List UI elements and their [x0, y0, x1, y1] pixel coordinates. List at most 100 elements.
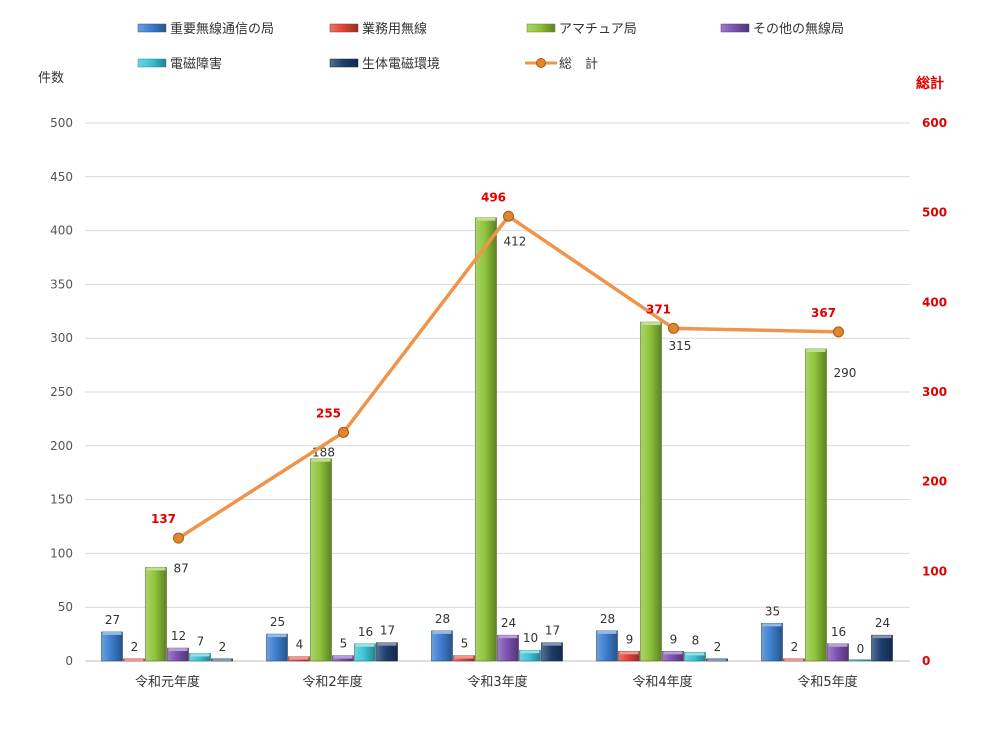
legend-label: 重要無線通信の局 — [170, 21, 274, 37]
bar-highlight — [707, 658, 727, 661]
bar-highlight — [124, 658, 144, 661]
y-axis-ticks: 0 50 100 150 200 250 300 350 400 450 500 — [50, 116, 73, 668]
legend-swatch — [137, 58, 167, 68]
bar-value-label: 2 — [131, 640, 139, 654]
bar-highlight — [454, 655, 474, 659]
bar — [431, 630, 453, 662]
legend-swatch — [329, 58, 359, 68]
y-right-tick-label: 400 — [922, 295, 947, 309]
category-label: 令和5年度 — [797, 674, 857, 690]
bar-value-label: 2 — [791, 640, 799, 654]
bar-highlight — [663, 651, 683, 655]
bar-value-label: 28 — [435, 612, 450, 626]
y-tick-label: 500 — [50, 116, 73, 130]
total-point — [173, 532, 184, 544]
bar — [310, 458, 332, 662]
bar-value-label: 412 — [504, 235, 527, 249]
bar-highlight — [190, 653, 210, 657]
bar — [101, 631, 123, 662]
bar-value-label: 17 — [545, 624, 560, 638]
bar — [266, 633, 288, 662]
total-point — [833, 326, 844, 338]
bar-highlight — [476, 217, 496, 221]
bar — [145, 567, 167, 662]
bar-highlight — [432, 630, 452, 634]
legend-swatch — [137, 23, 167, 33]
bar-value-label: 188 — [312, 446, 335, 460]
bar-value-label: 10 — [523, 631, 538, 645]
bar — [497, 634, 519, 662]
bar-value-label: 9 — [626, 632, 634, 646]
legend-label: アマチュア局 — [559, 22, 637, 37]
bar-value-label: 25 — [270, 615, 285, 629]
bar-highlight — [311, 458, 331, 462]
bar-highlight — [685, 652, 705, 656]
bar-value-label: 7 — [197, 634, 205, 648]
bar-value-label: 8 — [692, 633, 700, 647]
bar-value-label: 4 — [296, 638, 304, 652]
total-value-label: 371 — [646, 302, 671, 316]
bar-value-label: 87 — [174, 561, 189, 575]
bar-highlight — [289, 656, 309, 660]
total-line: 137 255 496 371 367 — [151, 190, 844, 544]
category-label: 令和2年度 — [302, 674, 362, 690]
total-value-label: 496 — [481, 190, 506, 204]
legend-label: その他の無線局 — [753, 21, 844, 37]
bar-highlight — [828, 643, 848, 647]
y-tick-label: 300 — [50, 331, 73, 345]
bar — [761, 623, 783, 662]
bar-value-label: 290 — [834, 366, 857, 380]
bar-value-label: 16 — [358, 625, 373, 639]
y-tick-label: 350 — [50, 277, 73, 291]
y-tick-label: 250 — [50, 385, 73, 399]
bar-value-label: 17 — [380, 624, 395, 638]
total-value-label: 367 — [811, 306, 836, 320]
bar-highlight — [377, 642, 397, 646]
y-axis-title: 件数 — [38, 71, 64, 86]
bar-value-label: 0 — [857, 642, 865, 656]
total-line-path — [177, 214, 839, 540]
y-tick-label: 200 — [50, 439, 73, 453]
y-tick-label: 150 — [50, 493, 73, 507]
bar — [805, 348, 827, 662]
bar-highlight — [212, 658, 232, 661]
bar-highlight — [168, 648, 188, 652]
bar-highlight — [267, 634, 287, 638]
bar — [475, 217, 497, 662]
bar-highlight — [597, 630, 617, 634]
legend-label: 業務用無線 — [362, 21, 427, 37]
bar-value-label: 315 — [669, 339, 692, 353]
legend-label: 電磁障害 — [170, 56, 222, 72]
bar-highlight — [784, 658, 804, 661]
category-labels: 令和元年度 令和2年度 令和3年度 令和4年度 令和5年度 — [135, 674, 858, 690]
bar-highlight — [641, 322, 661, 326]
bar-value-label: 24 — [501, 616, 516, 630]
y-tick-label: 100 — [50, 546, 73, 560]
bar-value-label: 35 — [765, 604, 780, 618]
category-label: 令和3年度 — [467, 674, 527, 690]
bar-value-label: 5 — [340, 637, 348, 651]
category-label: 令和元年度 — [135, 674, 200, 690]
total-point — [668, 322, 679, 334]
y-axis-right-ticks: 0 100 200 300 400 500 600 — [922, 116, 947, 668]
bar — [596, 630, 618, 662]
bar-value-label: 2 — [219, 640, 227, 654]
total-value-label: 255 — [316, 406, 341, 420]
bar-highlight — [146, 567, 166, 571]
legend-marker — [536, 58, 546, 68]
y-tick-label: 400 — [50, 224, 73, 238]
bar — [849, 659, 871, 662]
bar-highlight — [355, 643, 375, 647]
total-value-label: 137 — [151, 512, 176, 526]
bar-value-label: 12 — [171, 629, 186, 643]
bar-value-label: 27 — [105, 613, 120, 627]
category-label: 令和4年度 — [632, 674, 692, 690]
legend-swatch — [720, 23, 750, 33]
bar-highlight — [498, 635, 518, 639]
bar — [871, 634, 893, 662]
y-right-tick-label: 500 — [922, 206, 947, 220]
bar-highlight — [762, 623, 782, 627]
total-point — [338, 426, 349, 438]
bar-highlight — [872, 635, 892, 639]
